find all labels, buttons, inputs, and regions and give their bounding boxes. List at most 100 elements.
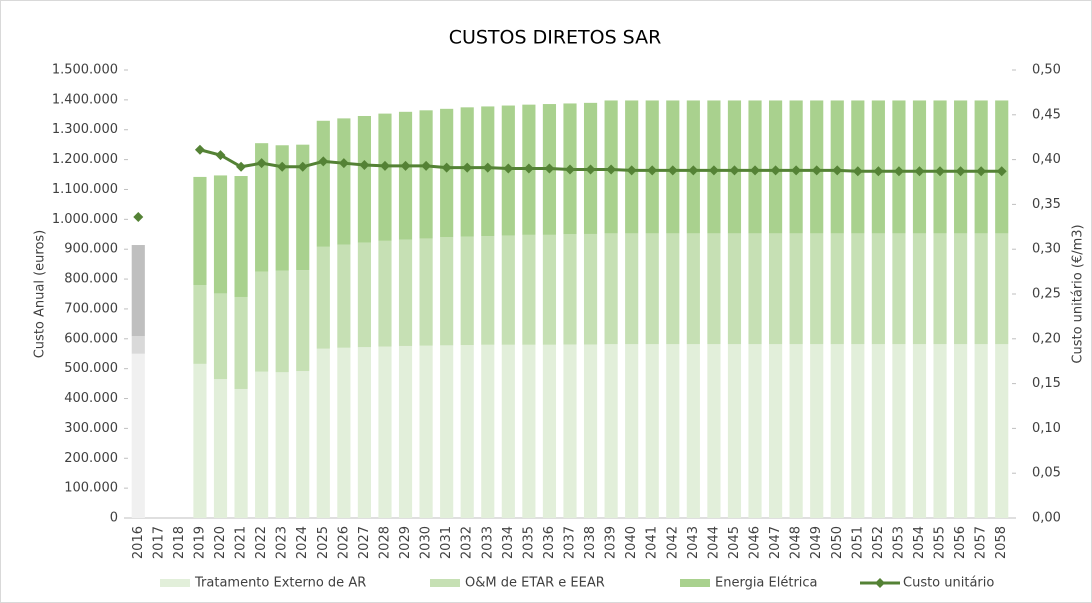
line-marker	[215, 150, 226, 161]
line-marker	[873, 166, 884, 177]
x-tick-label: 2032	[460, 526, 475, 559]
bar-segment	[234, 388, 248, 518]
bar-segment	[419, 110, 433, 239]
bar-segment	[296, 144, 310, 271]
chart-title: CUSTOS DIRETOS SAR	[449, 27, 662, 49]
x-tick-label: 2024	[295, 526, 310, 559]
x-tick-label: 2046	[748, 526, 763, 559]
x-tick-label: 2028	[377, 526, 392, 559]
bar-segment	[337, 347, 351, 518]
bar-segment	[727, 233, 742, 345]
bar-segment	[851, 344, 865, 518]
x-tick-label: 2055	[933, 526, 948, 559]
bar-segment	[213, 379, 228, 518]
line-marker	[194, 144, 205, 155]
bar-segment	[666, 233, 680, 345]
bar-segment	[337, 118, 351, 245]
bar-segment	[275, 145, 289, 271]
y-tick-label: 1.100.000	[52, 182, 118, 197]
bar-segment	[563, 344, 577, 518]
legend-label: Energia Elétrica	[715, 576, 818, 591]
line-marker	[996, 166, 1007, 177]
x-tick-label: 2036	[542, 526, 557, 559]
line-marker	[297, 161, 308, 172]
y2-tick-label: 0,35	[1032, 197, 1061, 212]
x-tick-label: 2043	[686, 526, 701, 559]
bar-segment	[275, 372, 289, 518]
bar-segment	[193, 285, 207, 364]
x-tick-label: 2038	[583, 526, 598, 559]
x-tick-label: 2033	[480, 526, 495, 559]
bar-segment	[892, 344, 906, 518]
legend-label: O&M de ETAR e EEAR	[465, 576, 605, 591]
bar-segment	[686, 344, 700, 518]
y-tick-label: 500.000	[64, 361, 118, 376]
bar-segment	[810, 233, 824, 345]
bar-segment	[892, 233, 906, 345]
y2-tick-label: 0,15	[1032, 376, 1061, 391]
bar-segment	[933, 344, 947, 518]
x-tick-label: 2029	[398, 526, 413, 559]
bar-segment	[974, 344, 988, 518]
line-marker	[750, 165, 761, 176]
line-marker	[277, 161, 288, 172]
x-tick-label: 2020	[213, 526, 228, 559]
y2-tick-label: 0,40	[1032, 152, 1061, 167]
bar-segment	[193, 176, 207, 286]
bar-segment	[912, 233, 927, 345]
line-marker	[585, 164, 596, 175]
line-marker	[606, 164, 617, 175]
y-tick-label: 1.000.000	[52, 212, 118, 227]
line-marker	[441, 162, 452, 173]
bar-segment	[707, 233, 721, 345]
bar-segment	[378, 113, 392, 241]
legend-swatch	[430, 579, 460, 587]
bar-segment	[255, 271, 269, 372]
line-marker	[544, 163, 555, 174]
bar-segment	[810, 344, 824, 518]
line-marker	[976, 166, 987, 177]
x-tick-label: 2041	[645, 526, 660, 559]
x-tick-label: 2040	[624, 526, 639, 559]
line-marker	[914, 166, 925, 177]
bar-segment	[378, 346, 392, 518]
bar-segment	[131, 245, 145, 337]
bar-segment	[522, 234, 536, 345]
line-marker	[935, 166, 946, 177]
x-tick-label: 2052	[871, 526, 886, 559]
bar-segment	[357, 242, 371, 348]
bar-segment	[419, 345, 433, 518]
line-marker	[482, 162, 493, 173]
line-marker	[852, 166, 863, 177]
x-tick-label: 2022	[254, 526, 269, 559]
y2-tick-label: 0,30	[1032, 242, 1061, 257]
y2-tick-label: 0,45	[1032, 107, 1061, 122]
line-marker	[503, 163, 514, 174]
bar-segment	[316, 348, 330, 518]
y-tick-label: 1.400.000	[52, 92, 118, 107]
x-tick-label: 2051	[850, 526, 865, 559]
line-marker	[791, 165, 802, 176]
bar-segment	[954, 233, 968, 345]
bar-segment	[296, 270, 310, 372]
bar-segment	[666, 344, 680, 518]
y2-tick-label: 0,00	[1032, 511, 1061, 526]
bar-segment	[460, 236, 474, 346]
line-marker	[667, 165, 678, 176]
line-marker	[708, 165, 719, 176]
line-marker	[400, 160, 411, 171]
x-tick-label: 2044	[706, 526, 721, 559]
y-tick-label: 1.200.000	[52, 152, 118, 167]
y2-tick-label: 0,50	[1032, 63, 1061, 78]
x-tick-label: 2030	[419, 526, 434, 559]
bar-segment	[296, 371, 310, 518]
y-tick-label: 100.000	[64, 481, 118, 496]
y-tick-label: 200.000	[64, 451, 118, 466]
x-tick-label: 2053	[891, 526, 906, 559]
line-marker	[811, 165, 822, 176]
bar-segment	[398, 345, 413, 518]
line-marker	[338, 158, 349, 169]
bar-segment	[604, 344, 618, 518]
line-marker	[688, 165, 699, 176]
